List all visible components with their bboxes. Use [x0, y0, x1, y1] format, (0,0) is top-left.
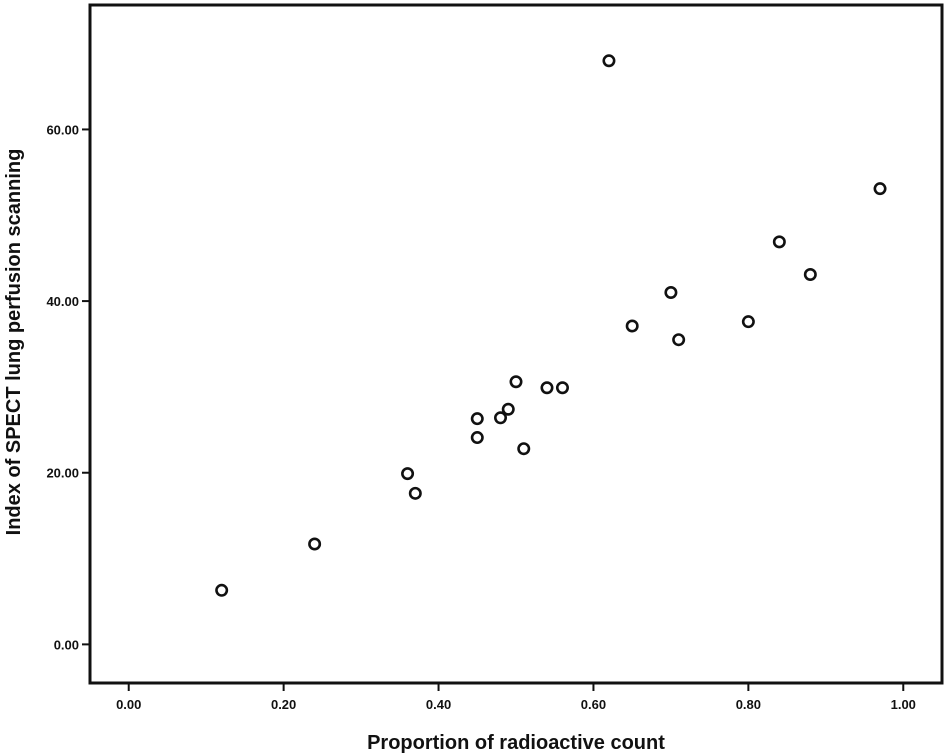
x-tick-label: 0.00	[116, 697, 141, 712]
x-tick-label: 1.00	[891, 697, 916, 712]
data-point	[772, 235, 786, 249]
y-tick-label: 0.00	[54, 637, 79, 652]
data-point	[470, 431, 484, 445]
data-point	[555, 381, 569, 395]
y-axis-ticks: 0.00 20.00 40.00 60.00	[46, 122, 90, 652]
y-tick-label: 40.00	[46, 294, 79, 309]
data-point	[873, 182, 887, 196]
x-tick-label: 0.60	[581, 697, 606, 712]
x-tick-label: 0.40	[426, 697, 451, 712]
data-point	[215, 583, 229, 597]
y-axis-label: Index of SPECT lung perfusion scanning	[3, 149, 25, 536]
y-tick-label: 20.00	[46, 466, 79, 481]
data-point	[741, 315, 755, 329]
data-point	[470, 412, 484, 426]
data-point	[517, 442, 531, 456]
data-point	[540, 381, 554, 395]
data-point	[401, 467, 415, 481]
data-point	[672, 333, 686, 347]
data-point	[625, 319, 639, 333]
data-point	[408, 486, 422, 500]
data-point	[494, 411, 508, 425]
data-point	[664, 286, 678, 300]
y-tick-label: 60.00	[46, 122, 79, 137]
x-tick-label: 0.80	[736, 697, 761, 712]
x-tick-label: 0.20	[271, 697, 296, 712]
data-point	[803, 267, 817, 281]
data-point	[602, 54, 616, 68]
x-axis-label: Proportion of radioactive count	[367, 732, 665, 754]
x-axis-ticks: 0.00 0.20 0.40 0.60 0.80 1.00	[116, 683, 916, 712]
data-point	[501, 402, 515, 416]
data-points	[215, 54, 887, 597]
data-point	[308, 537, 322, 551]
data-point	[509, 375, 523, 389]
plot-frame	[88, 3, 944, 685]
